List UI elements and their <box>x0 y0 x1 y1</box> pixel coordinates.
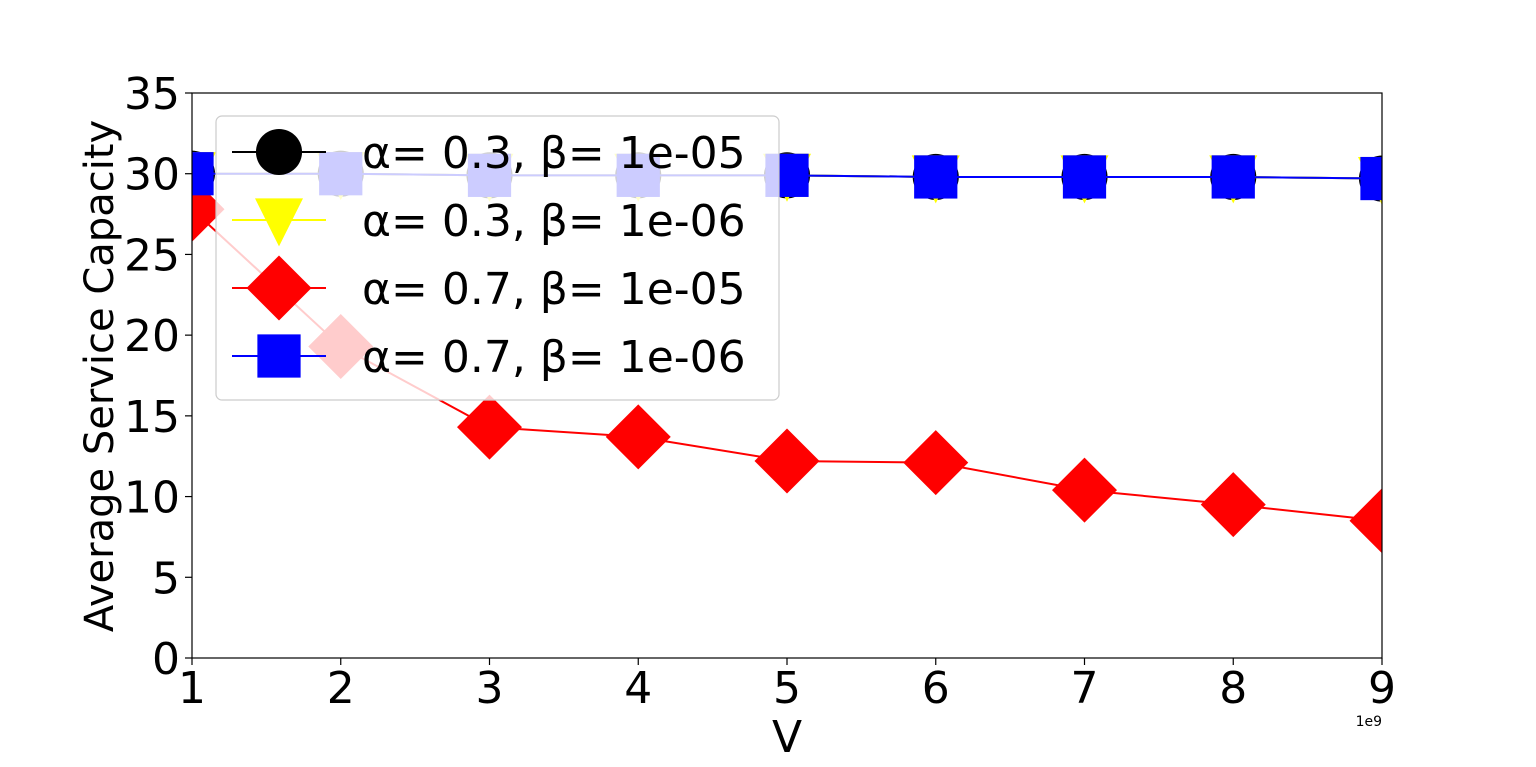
legend-marker <box>255 128 303 176</box>
y-tick-label: 0 <box>152 634 180 685</box>
series-3-point <box>754 428 820 494</box>
x-tick-label: 7 <box>1071 663 1099 714</box>
x-axis-offset-label: 1e9 <box>1356 714 1382 730</box>
legend-marker <box>246 255 312 321</box>
series-3-point <box>1200 472 1266 538</box>
y-tick-label: 10 <box>124 473 180 524</box>
legend: α= 0.3, β= 1e-05 α= 0.3, β= 1e-06 α= 0.7, … <box>215 115 780 401</box>
x-tick-label: 5 <box>773 663 801 714</box>
legend-marker <box>255 198 303 247</box>
x-axis: 1 2 3 4 5 6 7 8 9 <box>178 658 1396 714</box>
x-tick-label: 4 <box>624 663 652 714</box>
y-tick-label: 25 <box>124 230 180 281</box>
x-axis-label: V <box>772 712 802 763</box>
y-tick-label: 5 <box>152 553 180 604</box>
x-tick-label: 6 <box>922 663 950 714</box>
series-3-point <box>1349 488 1382 554</box>
y-tick-label: 35 <box>124 69 180 120</box>
series-4-point <box>1211 155 1255 199</box>
series-4-point <box>914 155 958 199</box>
legend-marker <box>257 334 301 378</box>
series-3-point <box>1052 457 1117 523</box>
y-axis: 0 5 10 15 20 25 30 35 <box>124 69 192 685</box>
legend-label: α= 0.3, β= 1e-05 <box>362 128 746 179</box>
y-tick-label: 15 <box>124 392 180 443</box>
legend-label: α= 0.3, β= 1e-06 <box>362 196 746 247</box>
x-tick-label: 2 <box>327 663 355 714</box>
series-4-point <box>192 152 214 196</box>
legend-frame <box>215 115 780 401</box>
series-3-point <box>903 430 969 496</box>
series-3-point <box>605 404 671 470</box>
y-tick-label: 30 <box>124 150 180 201</box>
x-tick-label: 9 <box>1368 663 1396 714</box>
legend-label: α= 0.7, β= 1e-05 <box>362 264 746 315</box>
series-4-point <box>1360 156 1382 201</box>
series-4-point <box>1062 155 1107 199</box>
series-3-point <box>457 394 522 460</box>
x-tick-label: 3 <box>476 663 504 714</box>
y-tick-label: 20 <box>124 311 180 362</box>
legend-label: α= 0.7, β= 1e-06 <box>362 332 746 383</box>
x-tick-label: 1 <box>178 663 206 714</box>
x-tick-label: 8 <box>1219 663 1247 714</box>
y-axis-label: Average Service Capacity <box>77 120 123 632</box>
